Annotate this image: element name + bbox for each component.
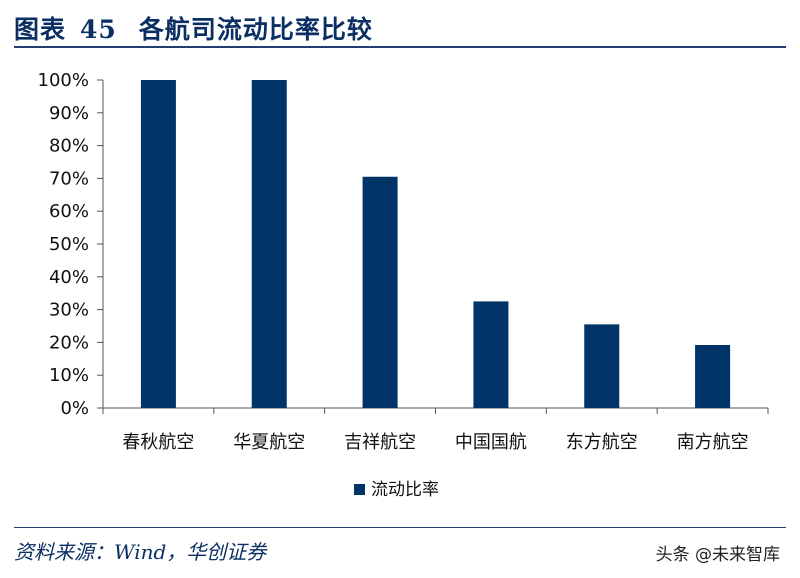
bar xyxy=(473,301,509,408)
x-axis: 春秋航空 华夏航空 吉祥航空 中国国航 东方航空 南方航空 xyxy=(102,407,769,453)
y-axis: 0% 10% 20% 30% 40% 50% 60% 70% 80% 90% 100% xyxy=(38,70,104,419)
y-tick-label: 80% xyxy=(49,136,89,157)
category-label: 吉祥航空 xyxy=(344,432,416,453)
legend-swatch xyxy=(354,484,365,495)
figure-label: 图表 xyxy=(14,15,67,44)
y-tick-label: 20% xyxy=(49,332,89,353)
y-tick-label: 10% xyxy=(49,365,89,386)
title-bar: 图表 45 各航司流动比率比较 xyxy=(14,6,786,48)
category-label: 南方航空 xyxy=(677,432,749,453)
bar xyxy=(140,80,176,408)
y-tick-label: 40% xyxy=(49,267,89,288)
bar xyxy=(584,324,620,408)
category-label: 华夏航空 xyxy=(233,432,305,453)
y-tick-label: 60% xyxy=(49,201,89,222)
y-tick-label: 90% xyxy=(49,103,89,124)
y-tick-label: 70% xyxy=(49,168,89,189)
title-text: 各航司流动比率比较 xyxy=(138,15,373,44)
legend: 流动比率 xyxy=(354,480,439,500)
source-note: 资料来源：Wind，华创证券 xyxy=(14,540,267,564)
bars xyxy=(140,80,731,408)
bar xyxy=(695,345,731,408)
watermark: 头条 @未来智库 xyxy=(655,545,780,565)
figure-number: 45 xyxy=(80,15,117,44)
category-label: 春秋航空 xyxy=(122,432,194,453)
y-tick-label: 100% xyxy=(38,70,89,91)
bar-chart: 0% 10% 20% 30% 40% 50% 60% 70% 80% 90% 100% 春秋航空 华夏… xyxy=(38,70,769,500)
y-tick-label: 0% xyxy=(60,398,89,419)
bar xyxy=(362,176,398,408)
y-tick-label: 30% xyxy=(49,300,89,321)
source-divider xyxy=(14,527,786,528)
chart-title: 图表 45 各航司流动比率比较 xyxy=(14,10,373,46)
bar xyxy=(251,80,287,408)
category-label: 东方航空 xyxy=(566,432,638,453)
y-tick-label: 50% xyxy=(49,234,89,255)
category-label: 中国国航 xyxy=(455,432,527,453)
legend-label: 流动比率 xyxy=(371,480,439,500)
